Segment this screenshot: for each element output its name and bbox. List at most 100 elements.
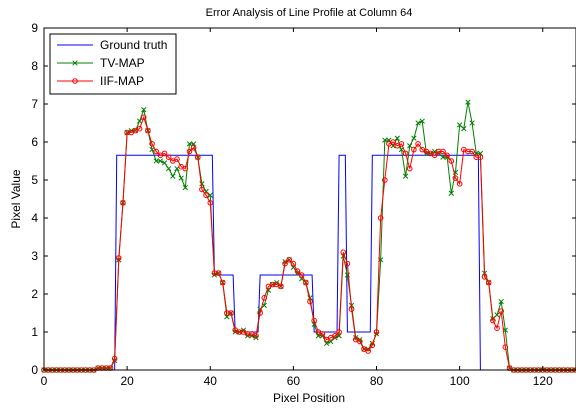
data-point-iif-map (219, 279, 226, 286)
data-point-iif-map (477, 154, 484, 160)
data-point-iif-map (261, 295, 268, 301)
data-point-iif-map (199, 186, 205, 193)
data-point-iif-map (120, 200, 126, 206)
series-line-ground-truth (44, 154, 576, 371)
data-point-tv-map (382, 137, 388, 143)
data-point-iif-map (448, 158, 455, 164)
data-point-iif-map (340, 249, 347, 255)
data-point-tv-map (498, 298, 504, 305)
data-point-iif-map (282, 260, 288, 267)
data-point-iif-map (344, 260, 351, 267)
data-point-iif-map (149, 141, 155, 147)
legend-label: TV-MAP (100, 56, 145, 70)
data-point-tv-map (456, 122, 463, 128)
data-point-iif-map (481, 274, 488, 280)
data-point-iif-map (498, 308, 504, 314)
data-point-iif-map (444, 152, 450, 159)
data-point-iif-map (398, 141, 405, 147)
axis-layer: 0 20 40 60 80 100 120 0 1 2 3 4 5 6 7 8 9 (31, 21, 576, 388)
data-point-iif-map (431, 152, 438, 159)
plot-frame (43, 27, 576, 371)
data-point-iif-map (207, 200, 214, 206)
x-tick-label: 100 (450, 374, 470, 388)
data-point-iif-map (215, 270, 222, 276)
data-point-tv-map (419, 118, 425, 124)
data-point-tv-map (182, 184, 188, 191)
data-point-tv-map (186, 141, 193, 147)
data-point-iif-map (490, 317, 496, 324)
data-point-iif-map (182, 165, 189, 172)
data-point-tv-map (157, 158, 164, 164)
data-point-tv-map (161, 160, 168, 166)
data-point-iif-map (373, 329, 380, 335)
y-tick-label: 3 (31, 249, 38, 263)
data-point-iif-map (145, 127, 151, 134)
data-point-iif-map (382, 177, 388, 183)
data-point-iif-map (357, 338, 363, 345)
legend-marker (72, 78, 78, 84)
data-point-iif-map (485, 279, 492, 286)
data-point-iif-map (365, 348, 371, 354)
data-point-iif-map (294, 268, 301, 275)
data-point-iif-map (290, 260, 297, 267)
data-point-iif-map (140, 114, 147, 121)
data-point-iif-map (402, 150, 409, 157)
data-point-iif-map (456, 181, 463, 187)
y-tick-label: 9 (31, 21, 38, 35)
data-point-iif-map (348, 306, 355, 313)
y-tick-label: 8 (31, 59, 38, 73)
y-tick-label: 7 (31, 97, 38, 111)
data-point-iif-map (257, 310, 263, 316)
data-point-tv-map (394, 135, 400, 141)
x-axis-label: Pixel Position (273, 391, 345, 405)
data-point-iif-map (307, 298, 313, 305)
data-point-iif-map (502, 344, 509, 351)
data-point-iif-map (469, 148, 475, 155)
legend-label: IIF-MAP (100, 74, 144, 88)
data-point-iif-map (390, 139, 396, 145)
data-point-iif-map (411, 146, 417, 153)
data-point-iif-map (286, 257, 293, 263)
data-point-iif-map (311, 317, 317, 324)
x-tick-label: 20 (120, 374, 134, 388)
data-point-iif-map (111, 355, 118, 362)
data-point-iif-map (194, 154, 201, 160)
data-point-iif-map (165, 154, 172, 160)
data-point-tv-map (178, 175, 184, 181)
legend-marker (72, 60, 78, 66)
data-point-iif-map (298, 272, 305, 278)
data-point-iif-map (415, 141, 421, 147)
x-tick-label: 0 (41, 374, 48, 388)
data-point-tv-map (207, 192, 213, 198)
data-point-tv-map (407, 143, 413, 149)
y-axis-label: Pixel Value (9, 169, 23, 228)
data-point-tv-map (415, 120, 421, 126)
x-tick-label: 40 (204, 374, 218, 388)
data-point-iif-map (228, 310, 234, 316)
data-point-iif-map (116, 255, 122, 261)
series-ground-truth (44, 154, 576, 371)
data-point-iif-map (303, 279, 309, 286)
y-tick-label: 0 (31, 363, 38, 377)
data-point-iif-map (153, 148, 160, 155)
x-tick-label: 120 (533, 374, 553, 388)
data-point-tv-map (166, 165, 172, 172)
data-point-tv-map (170, 173, 176, 179)
data-point-tv-map (465, 99, 471, 105)
y-tick-label: 2 (31, 287, 38, 301)
data-point-iif-map (161, 150, 168, 157)
legend-item: IIF-MAP (57, 74, 144, 88)
legend-item: Ground truth (57, 38, 167, 52)
data-point-iif-map (186, 148, 193, 155)
data-point-iif-map (336, 329, 342, 335)
x-tick-label: 60 (287, 374, 301, 388)
y-tick-label: 5 (31, 173, 38, 187)
data-point-tv-map (199, 181, 205, 187)
data-point-iif-map (440, 148, 446, 155)
data-point-iif-map (332, 333, 338, 339)
data-point-iif-map (494, 325, 500, 332)
data-point-tv-map (494, 312, 500, 318)
data-point-tv-map (469, 120, 475, 126)
legend-item: TV-MAP (57, 56, 145, 70)
data-point-iif-map (253, 333, 259, 339)
